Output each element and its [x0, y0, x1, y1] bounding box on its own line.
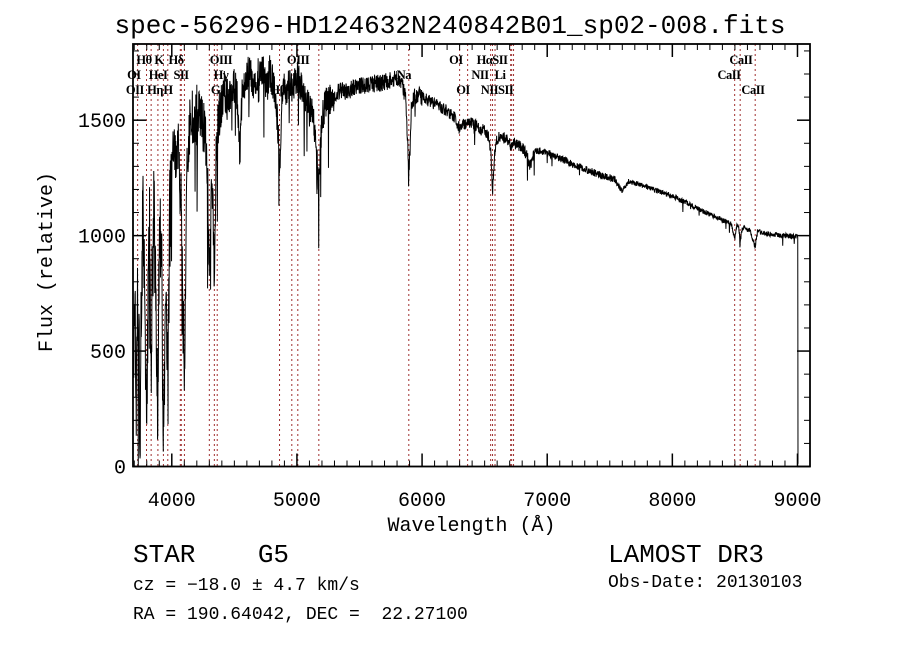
- line-label: OII: [126, 83, 145, 97]
- obs-date-label: Obs-Date: 20130103: [608, 573, 803, 593]
- line-label: HαSII: [477, 53, 509, 67]
- line-label: Hγ: [214, 68, 229, 82]
- x-tick-label: 6000: [398, 490, 446, 513]
- y-axis-title: Flux (relative): [36, 172, 59, 352]
- line-label: Na: [397, 68, 413, 82]
- line-label: CaII: [718, 68, 742, 82]
- line-label: OI: [456, 83, 470, 97]
- ra-dec-label: RA = 190.64042, DEC = 22.27100: [133, 605, 468, 625]
- x-tick-label: 7000: [523, 490, 571, 513]
- line-label: SII: [173, 68, 189, 82]
- line-label: K: [154, 53, 164, 67]
- x-axis-title: Wavelength (Å): [387, 515, 555, 538]
- line-label: H: [163, 83, 173, 97]
- line-label: OIII: [210, 53, 233, 67]
- x-tick-label: 4000: [148, 490, 196, 513]
- object-class-label: STAR G5: [133, 540, 290, 570]
- line-label: Li: [495, 68, 507, 82]
- x-tick-label: 8000: [648, 490, 696, 513]
- y-tick-label: 1000: [78, 227, 126, 250]
- plot-frame: [132, 43, 811, 468]
- y-tick-label: 1500: [78, 111, 126, 134]
- radial-velocity-label: cz = −18.0 ± 4.7 km/s: [133, 576, 360, 596]
- line-label: NII: [471, 68, 489, 82]
- line-label: Hθ: [136, 53, 151, 67]
- line-label: CaII: [741, 83, 765, 97]
- line-label: Hη: [147, 83, 163, 97]
- line-label: NIISII: [481, 83, 514, 97]
- line-label: OI: [127, 68, 141, 82]
- line-label: Hδ: [168, 53, 184, 67]
- line-label: OI: [449, 53, 463, 67]
- line-label: OIII: [287, 53, 310, 67]
- figure-title: spec-56296-HD124632N240842B01_sp02-008.f…: [114, 11, 786, 41]
- line-label: G: [211, 83, 221, 97]
- y-tick-label: 0: [114, 458, 126, 481]
- spectrum-trace: [132, 55, 799, 467]
- x-tick-label: 5000: [273, 490, 321, 513]
- y-tick-label: 500: [90, 342, 126, 365]
- line-label: CaII: [729, 53, 753, 67]
- line-label: HeI: [149, 68, 168, 82]
- x-tick-label: 9000: [773, 490, 821, 513]
- survey-label: LAMOST DR3: [608, 540, 765, 570]
